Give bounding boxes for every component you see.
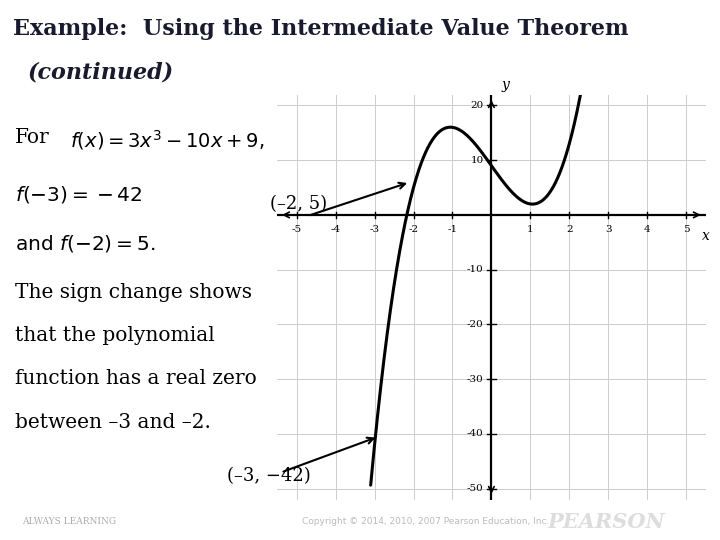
Text: (continued): (continued): [27, 62, 174, 84]
Text: -20: -20: [467, 320, 484, 329]
Text: 5: 5: [683, 225, 690, 234]
Text: $f(-3) = -42$: $f(-3) = -42$: [15, 184, 143, 205]
Text: For: For: [15, 128, 50, 147]
Text: -1: -1: [447, 225, 457, 234]
Text: $f(x) = 3x^3 - 10x + 9,$: $f(x) = 3x^3 - 10x + 9,$: [70, 128, 264, 152]
Text: 20: 20: [470, 101, 484, 110]
Text: that the polynomial: that the polynomial: [15, 326, 215, 345]
Text: (–3, −42): (–3, −42): [227, 467, 310, 485]
Text: 4: 4: [644, 225, 650, 234]
Text: y: y: [501, 78, 509, 92]
Text: Copyright © 2014, 2010, 2007 Pearson Education, Inc.: Copyright © 2014, 2010, 2007 Pearson Edu…: [302, 517, 550, 526]
Text: and $f(-2) = 5.$: and $f(-2) = 5.$: [15, 233, 156, 254]
Text: 18: 18: [672, 512, 696, 531]
Text: 1: 1: [527, 225, 534, 234]
Text: -5: -5: [292, 225, 302, 234]
Text: between –3 and –2.: between –3 and –2.: [15, 413, 211, 431]
Text: (–2, 5): (–2, 5): [270, 195, 327, 213]
Text: -30: -30: [467, 375, 484, 383]
Text: ALWAYS LEARNING: ALWAYS LEARNING: [22, 517, 116, 526]
Text: Example:  Using the Intermediate Value Theorem: Example: Using the Intermediate Value Th…: [13, 18, 629, 40]
Text: x: x: [702, 228, 709, 242]
Text: -3: -3: [369, 225, 379, 234]
Text: function has a real zero: function has a real zero: [15, 369, 257, 388]
Text: -2: -2: [408, 225, 418, 234]
Text: -4: -4: [330, 225, 341, 234]
Text: 2: 2: [566, 225, 572, 234]
Text: 10: 10: [470, 156, 484, 165]
Text: -50: -50: [467, 484, 484, 493]
Text: PEARSON: PEARSON: [547, 511, 665, 532]
Text: -40: -40: [467, 429, 484, 438]
Text: 3: 3: [605, 225, 611, 234]
Text: The sign change shows: The sign change shows: [15, 282, 252, 301]
Text: -10: -10: [467, 265, 484, 274]
